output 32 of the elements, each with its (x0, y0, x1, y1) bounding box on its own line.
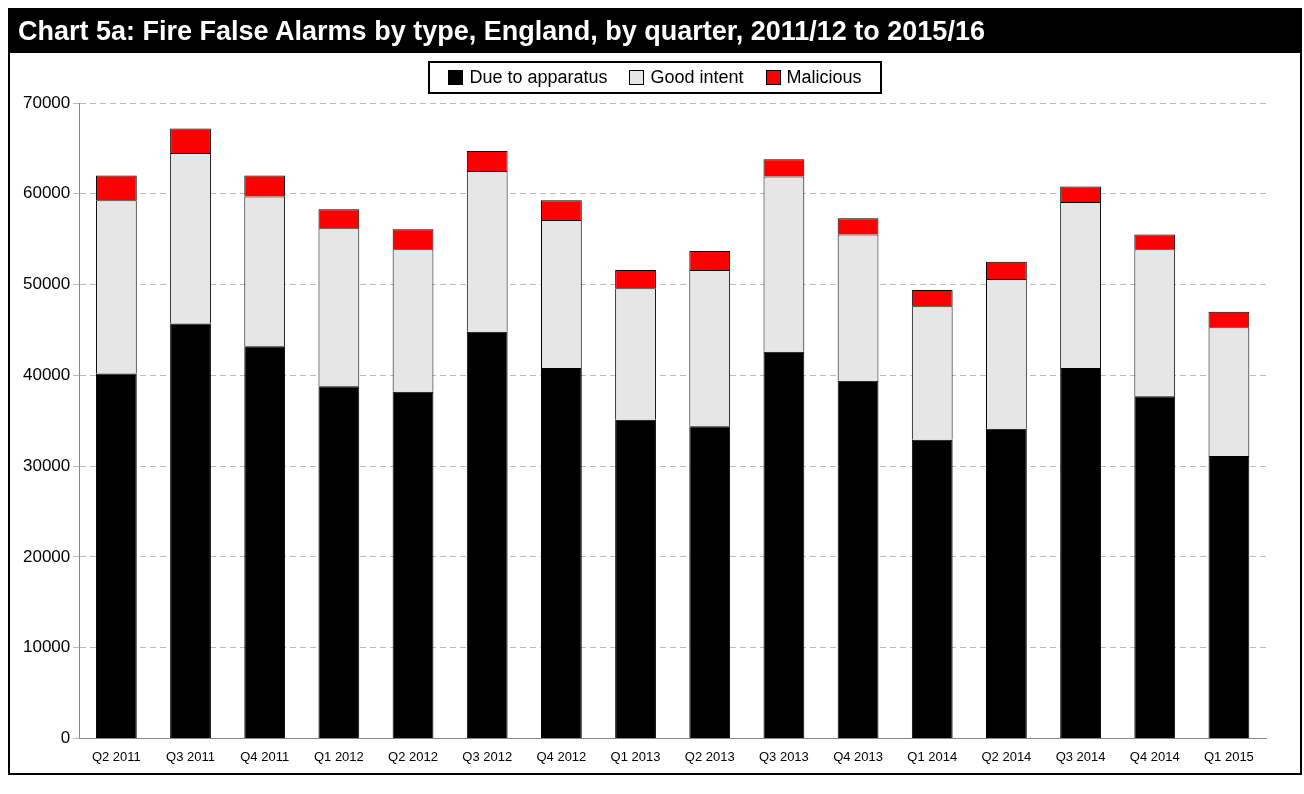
bar (170, 323, 211, 738)
x-tick-label: Q2 2012 (388, 748, 438, 764)
x-tick-label: Q3 2013 (758, 748, 809, 764)
chart-title: Chart 5a: Fire False Alarms by type, England, by quarter, 2011/12 to 2015/16 (10, 10, 1300, 53)
y-tick-label: 50000 (22, 274, 71, 294)
x-tick-label: Q4 2014 (1129, 748, 1180, 764)
x-tick-label: Q2 2013 (684, 748, 735, 764)
y-tick-label: 10000 (22, 637, 71, 657)
y-tick-label: 0 (60, 728, 71, 748)
y-tick-label: 20000 (22, 546, 71, 566)
x-tick-label: Q1 2015 (1203, 748, 1254, 764)
x-tick-label: Q1 2013 (610, 748, 661, 764)
x-tick-label: Q3 2014 (1055, 748, 1106, 764)
x-tick-label: Q1 2014 (907, 748, 958, 764)
x-tick-label: Q2 2011 (91, 748, 141, 764)
x-tick-label: Q4 2012 (536, 748, 587, 764)
x-tick-label: Q3 2011 (166, 748, 215, 764)
legend-label: Good intent (650, 67, 744, 88)
legend-label: Malicious (786, 67, 862, 88)
y-tick-label: 70000 (22, 92, 71, 112)
y-tick-label: 60000 (22, 183, 71, 203)
y-tick-label: 30000 (22, 455, 71, 475)
x-tick-label: Q4 2011 (240, 748, 290, 764)
x-tick-label: Q1 2012 (313, 748, 364, 764)
x-tick-label: Q2 2014 (981, 748, 1032, 764)
bar (615, 419, 656, 738)
x-tick-label: Q3 2012 (462, 748, 513, 764)
legend-label: Due to apparatus (469, 67, 608, 88)
bar (1060, 368, 1101, 738)
bar (986, 428, 1027, 738)
x-tick-label: Q4 2013 (833, 748, 883, 764)
y-tick-label: 40000 (22, 365, 71, 384)
